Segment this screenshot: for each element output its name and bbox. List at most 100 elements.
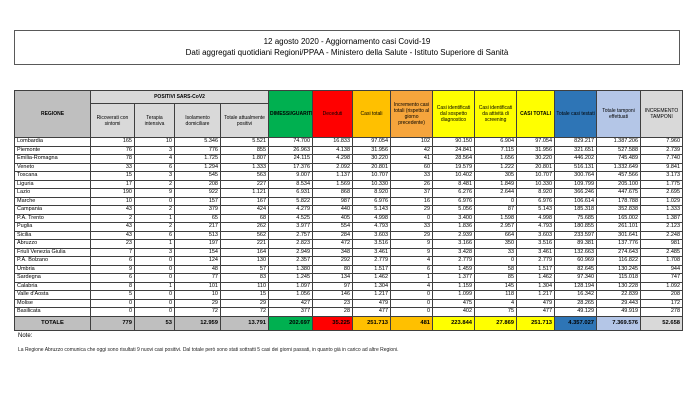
value-cell: 3.461 — [352, 247, 392, 257]
report-title-box: 12 agosto 2020 - Aggiornamento casi Covi… — [14, 30, 680, 65]
value-cell: 15 — [90, 171, 135, 181]
value-cell: 2.123 — [640, 222, 684, 232]
value-cell: 26.963 — [268, 145, 314, 155]
value-cell: 31.956 — [516, 145, 556, 155]
value-cell: 29 — [390, 230, 434, 240]
value-cell: 944 — [640, 264, 684, 274]
value-cell: 2.939 — [432, 230, 476, 240]
value-cell: 1 — [134, 281, 175, 291]
value-cell: 1.708 — [640, 256, 684, 266]
value-cell: 4.138 — [312, 145, 354, 155]
region-name: Calabria — [14, 281, 91, 291]
value-cell: 29 — [174, 298, 221, 308]
value-cell: 747 — [640, 273, 684, 283]
table-row: Sicilia 43 6 513 562 2.757 284 3.603 29 2.939 664 3… — [14, 230, 684, 240]
value-cell: 116.822 — [596, 256, 642, 266]
value-cell: 475 — [432, 298, 476, 308]
value-cell: 3.400 — [432, 213, 476, 223]
value-cell: 8.920 — [352, 188, 392, 198]
value-cell: 513 — [174, 230, 221, 240]
value-cell: 16.342 — [554, 290, 598, 300]
value-cell: 3.516 — [352, 239, 392, 249]
col-header-incremento-casi: Incremento casi totali (rispetto al gior… — [390, 90, 434, 138]
value-cell: 2.092 — [312, 162, 354, 172]
table-row: P.A. Trento 2 1 65 68 4.525 405 4.998 0 3.400 1.59… — [14, 213, 684, 223]
value-cell: 164 — [219, 247, 270, 257]
value-cell: 4 — [134, 154, 175, 164]
value-cell: 4.793 — [352, 222, 392, 232]
value-cell: 22.839 — [596, 290, 642, 300]
value-cell: 145 — [474, 281, 518, 291]
value-cell: 6 — [134, 230, 175, 240]
value-cell: 366.246 — [554, 188, 598, 198]
value-cell: 2.757 — [268, 230, 314, 240]
region-name: Lombardia — [14, 137, 91, 147]
value-cell: 10.707 — [516, 171, 556, 181]
value-cell: 185.318 — [554, 205, 598, 215]
value-cell: 1.159 — [432, 281, 476, 291]
table-row: Emilia-Romagna 78 4 1.725 1.807 24.115 4.298 30… — [14, 154, 684, 164]
value-cell: 0 — [474, 256, 518, 266]
value-cell: 17.376 — [268, 162, 314, 172]
value-cell: 8.481 — [432, 179, 476, 189]
region-name: Abruzzo — [14, 239, 91, 249]
value-cell: 1.807 — [219, 154, 270, 164]
value-cell: 3.428 — [432, 247, 476, 257]
value-cell: 1.294 — [174, 162, 221, 172]
value-cell: 118 — [474, 290, 518, 300]
value-cell: 1.245 — [268, 273, 314, 283]
value-cell: 6 — [90, 273, 135, 283]
value-cell: 154 — [174, 247, 221, 257]
table-row: Veneto 33 6 1.294 1.333 17.376 2.092 20.801 60 19… — [14, 162, 684, 172]
value-cell: 7 — [90, 247, 135, 257]
value-cell: 2.485 — [640, 247, 684, 257]
value-cell: 779 — [90, 315, 135, 331]
value-cell: 300.764 — [554, 171, 598, 181]
value-cell: 24.115 — [268, 154, 314, 164]
region-name: Liguria — [14, 179, 91, 189]
value-cell: 1 — [134, 239, 175, 249]
value-cell: 110 — [219, 281, 270, 291]
value-cell: 1.121 — [219, 188, 270, 198]
value-cell: 745.489 — [596, 154, 642, 164]
value-cell: 563 — [219, 171, 270, 181]
value-cell: 41 — [390, 154, 434, 164]
value-cell: 157 — [174, 196, 221, 206]
region-name: Sardegna — [14, 273, 91, 283]
value-cell: 33 — [474, 247, 518, 257]
value-cell: 5.822 — [268, 196, 314, 206]
col-header-dimessi-guariti: DIMESSI/GUARITI — [268, 90, 314, 138]
value-cell: 855 — [219, 145, 270, 155]
value-cell: 172 — [640, 298, 684, 308]
table-row: Liguria 17 2 208 227 8.534 1.569 10.330 26 8.481 1… — [14, 179, 684, 189]
value-cell: 90.150 — [432, 137, 476, 147]
value-cell: 9.007 — [268, 171, 314, 181]
value-cell: 74.700 — [268, 137, 314, 147]
value-cell: 284 — [312, 230, 354, 240]
value-cell: 868 — [312, 188, 354, 198]
table-row: Valle d'Aosta 5 0 10 15 1.056 146 1.217 0 1.099 11… — [14, 290, 684, 300]
value-cell: 13.791 — [219, 315, 270, 331]
value-cell: 4.525 — [268, 213, 314, 223]
table-body: Lombardia 165 10 5.346 5.521 74.700 16.833 97.0… — [14, 137, 684, 331]
value-cell: 1.029 — [640, 196, 684, 206]
value-cell: 5.143 — [516, 205, 556, 215]
value-cell: 180.855 — [554, 222, 598, 232]
value-cell: 3 — [134, 247, 175, 257]
value-cell: 1.775 — [640, 179, 684, 189]
value-cell: 97.054 — [352, 137, 392, 147]
value-cell: 43 — [90, 222, 135, 232]
value-cell: 60.969 — [554, 256, 598, 266]
value-cell: 16 — [390, 196, 434, 206]
region-name: P.A. Trento — [14, 213, 91, 223]
value-cell: 2.248 — [640, 230, 684, 240]
value-cell: 424 — [219, 205, 270, 215]
value-cell: 208 — [640, 290, 684, 300]
value-cell: 0 — [390, 290, 434, 300]
value-cell: 57 — [219, 264, 270, 274]
value-cell: 440 — [312, 205, 354, 215]
value-cell: 1.217 — [352, 290, 392, 300]
table-row: Sardegna 6 0 77 83 1.245 134 1.462 1 1.377 85 1.462… — [14, 273, 684, 283]
table-row: Lazio 190 9 922 1.121 6.931 868 8.920 37 6.276 2.6… — [14, 188, 684, 198]
value-cell: 1.097 — [268, 281, 314, 291]
